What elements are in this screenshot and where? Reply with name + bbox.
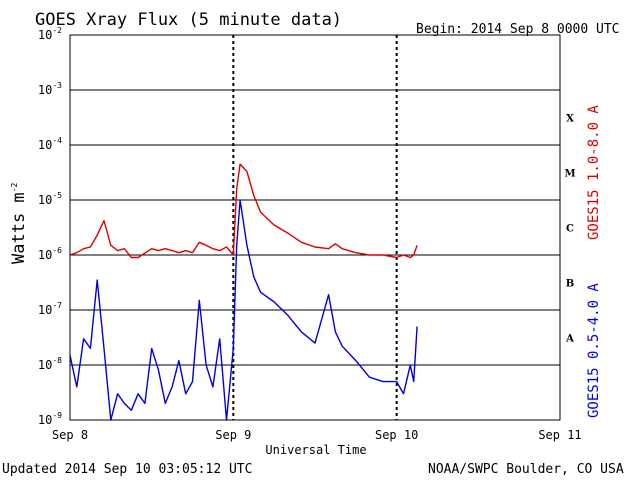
y-tick-labels: 10-2 10-3 10-4 10-5 10-6 10-7 10-8 10-9 [38,26,62,427]
series-line-long-wave [69,163,418,259]
x-tick-labels: Sep 8 Sep 9 Sep 10 Sep 11 [52,428,582,442]
series-line-short-wave [69,199,418,421]
y-tick-label: 10-2 [38,26,62,42]
begin-label: Begin: 2014 Sep 8 0000 UTC [416,22,620,37]
flare-class-labels: X M C B A [564,114,575,345]
legend-red-label: GOES15 1.0-8.0 A [586,105,602,240]
y-tick-label: 10-8 [38,356,62,372]
x-tick-label: Sep 8 [52,428,88,442]
x-tick-label: Sep 9 [215,428,251,442]
legend-blue-label: GOES15 0.5-4.0 A [586,283,602,418]
y-tick-label: 10-5 [38,191,62,207]
flare-class-label: X [566,114,574,125]
x-tick-label: Sep 11 [538,428,581,442]
legend-blue: GOES15 0.5-4.0 A [586,283,602,418]
gridlines [70,89,560,366]
x-axis-label: Universal Time [265,443,366,457]
y-tick-label: 10-7 [38,301,62,317]
svg-text:Watts m-2: Watts m-2 [9,183,29,264]
y-tick-label: 10-3 [38,81,62,97]
series-layer [69,163,418,421]
flare-class-label: C [566,224,574,235]
plot-frame [69,34,561,421]
y-axis-label: Watts m-2 [9,183,29,264]
x-tick-label: Sep 10 [375,428,418,442]
chart-title: GOES Xray Flux (5 minute data) [35,10,342,30]
flare-class-label: M [564,169,575,180]
flare-class-label: B [566,279,574,290]
y-tick-label: 10-6 [38,246,62,262]
flare-class-label: A [565,334,574,345]
y-tick-label: 10-4 [38,136,62,152]
y-axis-label-exponent: -2 [10,183,19,193]
y-tick-label: 10-9 [38,411,62,427]
day-separators [232,35,398,420]
y-axis-label-text: Watts m [9,192,29,264]
legend-red: GOES15 1.0-8.0 A [586,105,602,240]
credit-label: NOAA/SWPC Boulder, CO USA [428,462,624,477]
updated-label: Updated 2014 Sep 10 03:05:12 UTC [2,462,252,477]
